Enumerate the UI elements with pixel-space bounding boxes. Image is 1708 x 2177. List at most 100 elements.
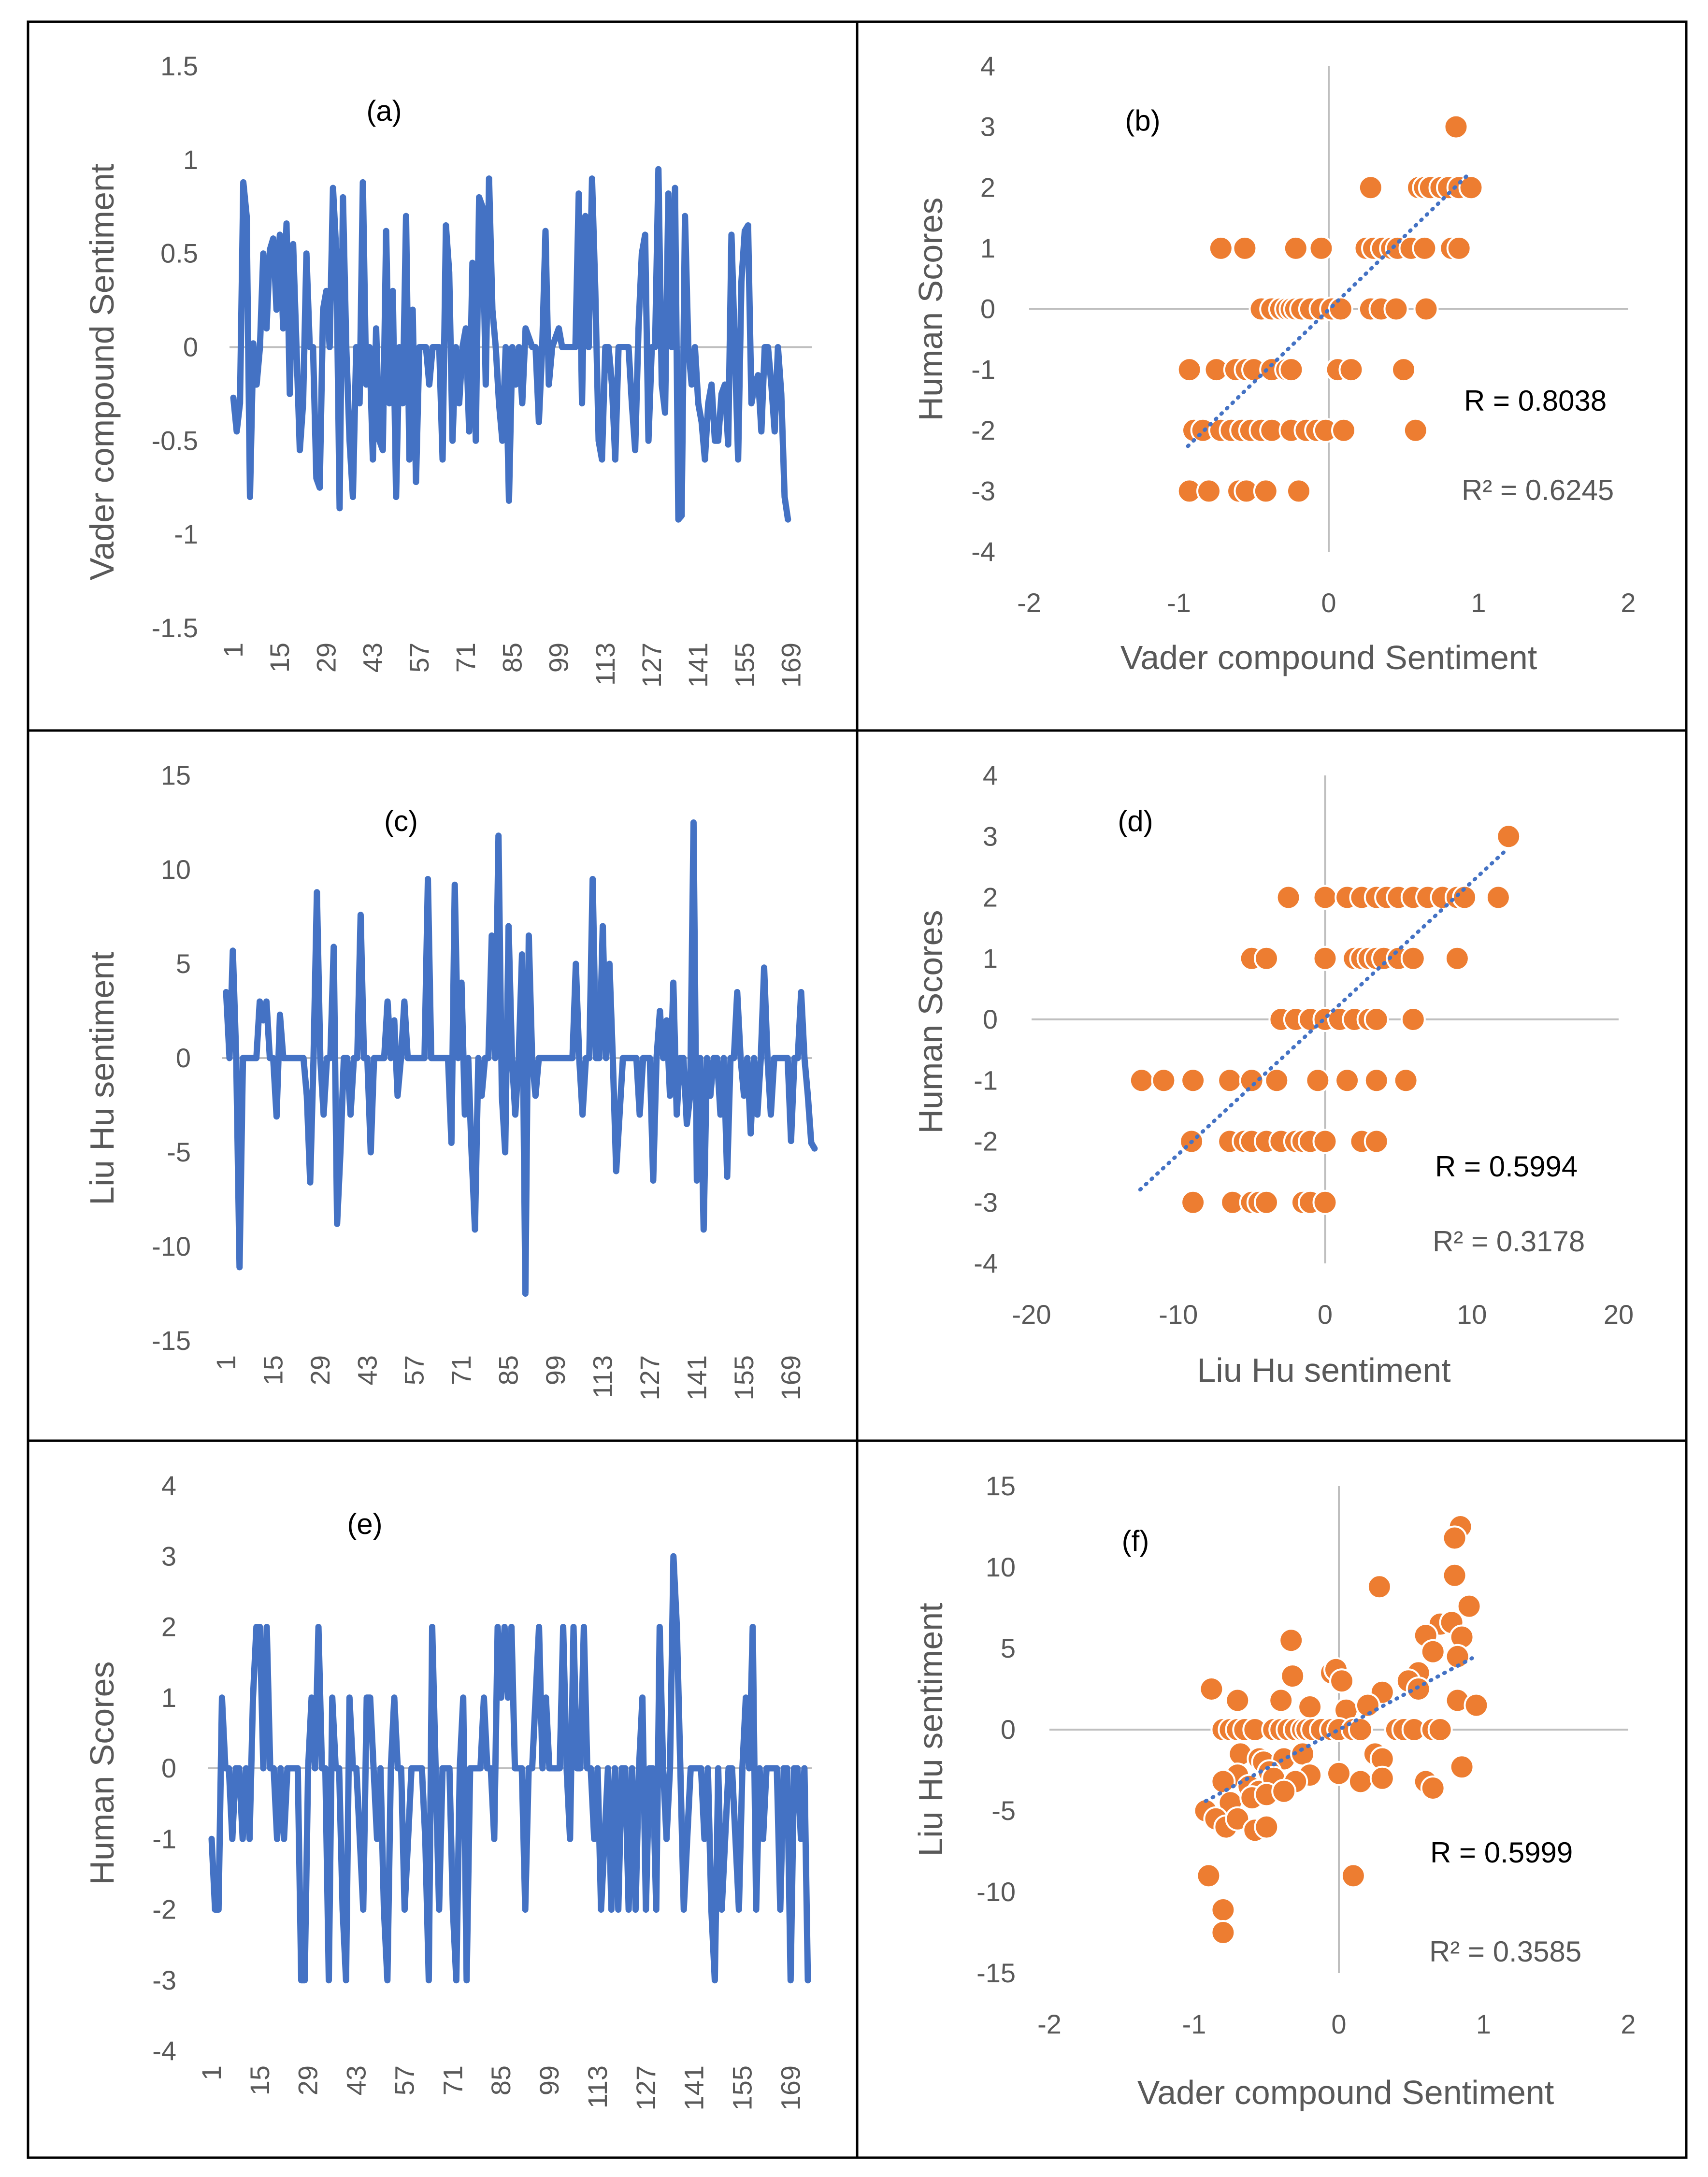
y-tick-label: -2 bbox=[152, 1894, 176, 1925]
x-tick-label: 113 bbox=[587, 1355, 617, 1398]
scatter-point bbox=[1335, 1068, 1360, 1093]
scatter-point bbox=[1364, 1007, 1389, 1032]
series-line bbox=[208, 1553, 811, 1984]
y-tick-label: 2 bbox=[983, 882, 998, 913]
x-tick-label: 0 bbox=[1321, 587, 1336, 618]
scatter-point bbox=[1268, 1688, 1294, 1713]
y-tick-label: -5 bbox=[167, 1137, 191, 1167]
x-tick-label: 169 bbox=[775, 2065, 805, 2110]
scatter-point bbox=[1180, 1189, 1206, 1215]
scatter-point bbox=[1348, 1769, 1373, 1794]
x-tick-label: 155 bbox=[727, 2065, 757, 2110]
scatter-point bbox=[1312, 885, 1338, 910]
scatter-point bbox=[1456, 1593, 1482, 1619]
scatter-point bbox=[1312, 945, 1338, 971]
x-tick-label: 1 bbox=[1471, 587, 1486, 618]
x-tick-label: 0 bbox=[1318, 1299, 1333, 1330]
scatter-point bbox=[1391, 357, 1416, 383]
scatter-point bbox=[1305, 1068, 1331, 1093]
x-tick-label: 29 bbox=[305, 1355, 335, 1385]
x-tick-label: 141 bbox=[679, 2065, 709, 2110]
x-tick-label: 85 bbox=[486, 2065, 516, 2095]
x-tick-label: 113 bbox=[582, 2065, 613, 2108]
scatter-point bbox=[1253, 478, 1278, 504]
y-tick-label: -2 bbox=[974, 1126, 998, 1157]
x-tick-label: -1 bbox=[1167, 587, 1191, 618]
x-tick-label: 1 bbox=[196, 2065, 227, 2080]
y-tick-label: 0 bbox=[980, 294, 995, 324]
scatter-point bbox=[1449, 1754, 1475, 1780]
x-tick-label: 20 bbox=[1604, 1299, 1634, 1330]
x-tick-label: 85 bbox=[493, 1355, 524, 1385]
scatter-point bbox=[1331, 417, 1356, 443]
x-tick-label: -2 bbox=[1037, 2009, 1062, 2039]
x-tick-label: 127 bbox=[631, 2065, 661, 2110]
y-tick-label: 1 bbox=[183, 144, 198, 175]
y-axis-title: Vader compound Sentiment bbox=[83, 164, 121, 581]
x-tick-label: 71 bbox=[437, 2065, 468, 2095]
series-line bbox=[230, 166, 791, 523]
scatter-point bbox=[1326, 1761, 1351, 1786]
scatter-point bbox=[1328, 296, 1353, 322]
chart-b: (b) Human Scores Vader compound Sentimen… bbox=[912, 51, 1636, 676]
x-tick-label: 113 bbox=[590, 643, 620, 686]
scatter-point bbox=[1443, 114, 1469, 140]
x-tick-label: 141 bbox=[681, 1355, 712, 1400]
scatter-point bbox=[1210, 1769, 1236, 1794]
scatter-point bbox=[1442, 1525, 1467, 1551]
scatter-point bbox=[1254, 1814, 1279, 1840]
y-tick-label: 2 bbox=[980, 172, 995, 202]
panel-borders bbox=[27, 20, 1688, 2159]
scatter-point bbox=[1400, 945, 1426, 971]
x-tick-label: 155 bbox=[729, 1355, 759, 1400]
scatter-point bbox=[1364, 1129, 1389, 1154]
x-tick-label: 1 bbox=[1476, 2009, 1491, 2039]
trend-line bbox=[1138, 847, 1509, 1192]
x-tick-label: 71 bbox=[446, 1355, 476, 1385]
scatter-point bbox=[1496, 824, 1521, 849]
x-tick-label: 29 bbox=[311, 643, 341, 673]
y-tick-label: 0 bbox=[161, 1753, 176, 1783]
x-tick-label: 57 bbox=[389, 2065, 419, 2095]
x-tick-label: 1 bbox=[218, 643, 248, 658]
y-tick-label: 3 bbox=[161, 1541, 176, 1571]
y-axis-title: Liu Hu sentiment bbox=[83, 951, 121, 1205]
y-axis-title: Liu Hu sentiment bbox=[912, 1603, 949, 1856]
y-tick-label: 1 bbox=[983, 943, 998, 974]
scatter-point bbox=[1254, 945, 1279, 971]
x-tick-label: 10 bbox=[1457, 1299, 1487, 1330]
scatter-point bbox=[1458, 175, 1484, 201]
x-tick-label: 43 bbox=[341, 2065, 372, 2095]
scatter-point bbox=[1217, 1068, 1243, 1093]
scatter-point bbox=[1177, 357, 1202, 383]
x-tick-label: 15 bbox=[244, 2065, 275, 2095]
y-tick-label: 1.5 bbox=[160, 51, 198, 81]
scatter-point bbox=[1312, 1129, 1338, 1154]
scatter-point bbox=[1393, 1068, 1419, 1093]
r-annotation: R = 0.8038 bbox=[1464, 385, 1607, 417]
x-tick-label: 43 bbox=[358, 643, 388, 673]
y-tick-label: -10 bbox=[976, 1876, 1016, 1907]
scatter-point bbox=[1442, 1562, 1467, 1588]
r-squared-annotation: R² = 0.3585 bbox=[1429, 1935, 1581, 1968]
chart-d: (d) Human Scores Liu Hu sentiment R = 0.… bbox=[912, 760, 1634, 1389]
scatter-point bbox=[1358, 175, 1383, 201]
scatter-point bbox=[1444, 945, 1470, 971]
x-tick-label: 43 bbox=[352, 1355, 382, 1385]
y-tick-label: -4 bbox=[971, 536, 995, 567]
r-annotation: R = 0.5994 bbox=[1435, 1150, 1578, 1183]
x-tick-label: 127 bbox=[634, 1355, 665, 1400]
y-axis-title: Human Scores bbox=[912, 910, 949, 1134]
x-tick-label: 15 bbox=[264, 643, 295, 673]
x-tick-label: 57 bbox=[404, 643, 434, 673]
y-tick-label: -1 bbox=[152, 1823, 176, 1854]
x-tick-label: 2 bbox=[1621, 2009, 1636, 2039]
scatter-point bbox=[1264, 1068, 1290, 1093]
scatter-point bbox=[1210, 1920, 1236, 1945]
scatter-point bbox=[1464, 1692, 1489, 1718]
scatter-point bbox=[1427, 1717, 1453, 1742]
scatter-point bbox=[1420, 1776, 1446, 1801]
y-tick-label: -2 bbox=[971, 415, 995, 445]
x-tick-label: 155 bbox=[729, 643, 760, 687]
